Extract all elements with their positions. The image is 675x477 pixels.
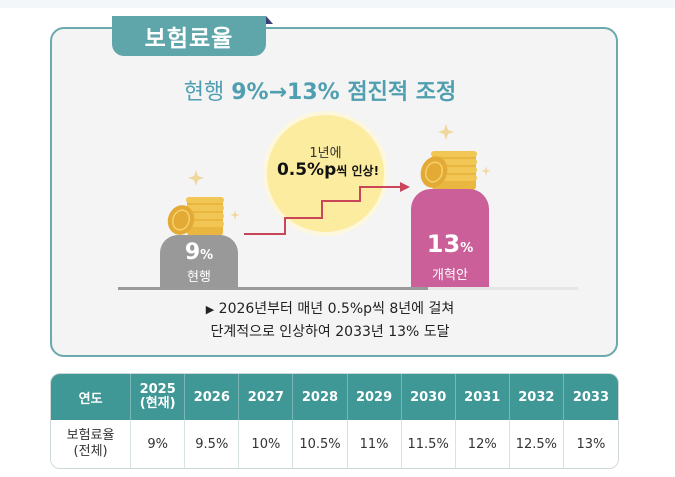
note-line1: 2026년부터 매년 0.5%p씩 8년에 걸쳐 [218,301,455,317]
current-label: 현행 [187,270,211,285]
table-cell: 11% [347,420,402,468]
staircase-arrow [244,186,402,235]
reform-rate-value: 13 [426,230,461,258]
reform-jar [411,189,489,288]
rate-table: 연도 2025 (현재) 2026 2027 2028 2029 2030 203… [50,373,619,469]
sparkle-icon [188,170,240,220]
header-cell: 2026 [185,374,240,420]
headline-arrow-icon: → [268,80,288,105]
table-row: 보험료율 (전체) 9% 9.5% 10% 10.5% 11% 11.5% 12%… [51,420,618,468]
table-cell: 11.5% [401,420,456,468]
header-cell: 2028 [293,374,348,420]
bubble-rate: 0.5%p [276,160,337,180]
top-band [0,0,675,8]
coin-stack-icon [420,151,477,191]
bubble-line1: 1년에 [309,146,342,161]
row-label: 보험료율 (전체) [51,420,132,468]
reform-rate-unit: % [460,241,474,256]
sparkle-icon [438,124,491,176]
bullet-triangle-icon: ▶ [205,303,215,316]
row-label-main: 보험료율 [66,428,115,443]
header-cell: 2033 [563,374,618,420]
bubble-circle [263,111,388,236]
row-label-sub: (전체) [73,444,108,459]
header-cell: 2032 [509,374,564,420]
current-rate-value: 9 [184,240,201,265]
table-cell: 10% [239,420,294,468]
section-tab: 보험료율 [112,16,266,56]
header-cell: 2025 (현재) [131,374,186,420]
headline: 현행 9%→13% 점진적 조정 [140,74,500,106]
header-cell: 2029 [347,374,402,420]
bubble-line2: 0.5%p씩 인상! [258,160,398,180]
note-text: ▶ 2026년부터 매년 0.5%p씩 8년에 걸쳐 단계적으로 인상하여 20… [140,298,520,343]
reform-rate: 13% [411,230,489,258]
arrow-head-icon [400,182,410,192]
table-cell: 13% [563,420,618,468]
note-line2: 단계적으로 인상하여 2033년 13% 도달 [210,324,450,340]
table-cell: 9% [131,420,186,468]
bubble-rest: 씩 인상! [336,164,380,178]
current-jar [160,235,238,288]
header-cell: 2030 [401,374,456,420]
header-year-note: (현재) [139,396,176,411]
ground-line-light [428,287,578,290]
header-cell: 2027 [239,374,294,420]
headline-to: 13% 점진적 조정 [287,80,457,105]
table-cell: 10.5% [293,420,348,468]
current-rate: 9% [160,240,238,265]
table-cell: 9.5% [185,420,240,468]
header-cell: 연도 [51,374,132,420]
headline-prefix: 현행 [183,80,232,105]
tab-fold-decoration [266,16,273,24]
table-cell: 12% [455,420,510,468]
ground-line [118,287,428,290]
reform-label: 개혁안 [432,268,468,283]
table-cell: 12.5% [509,420,564,468]
headline-from: 9% [231,80,269,105]
header-cell: 2031 [455,374,510,420]
current-rate-unit: % [200,248,214,263]
table-header-row: 연도 2025 (현재) 2026 2027 2028 2029 2030 203… [51,374,618,420]
header-year: 2025 [139,382,176,397]
coin-stack-icon [167,197,224,237]
